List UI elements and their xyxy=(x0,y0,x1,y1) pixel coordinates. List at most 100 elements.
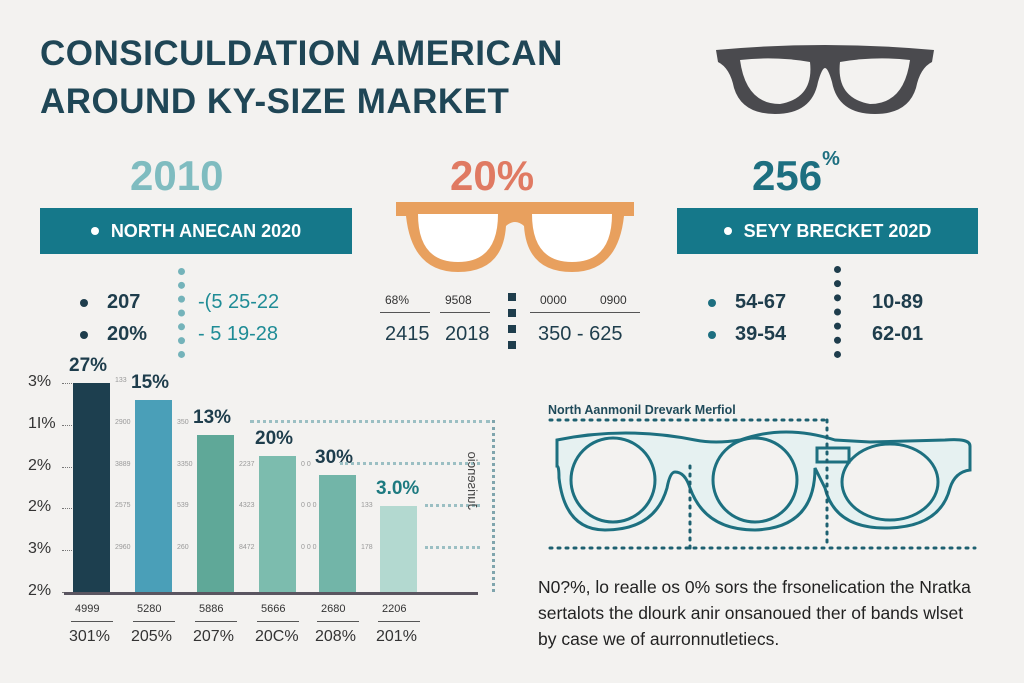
paragraph-line: by case we of aurronnutletiecs. xyxy=(538,629,780,649)
middle-headline-value: 20% xyxy=(450,152,535,199)
bar xyxy=(259,456,296,592)
grid-label: 0 0 0 xyxy=(301,544,317,552)
grid-line xyxy=(250,420,490,423)
bullet-icon xyxy=(708,331,716,339)
diagram-paragraph: N0?%, lo realle os 0% sors the frsonelic… xyxy=(538,574,971,652)
x-category-label: 2206 xyxy=(382,603,407,615)
paragraph-line: sertalots the dlourk anir onsanoued ther… xyxy=(538,603,964,623)
x-bottom-label: 20C% xyxy=(255,628,299,645)
grid-label: 2237 xyxy=(239,460,255,468)
left-headline: 2010 xyxy=(130,152,224,199)
bar-data-label: 20% xyxy=(255,428,294,450)
left-stat-2: 20% xyxy=(107,323,148,345)
bar xyxy=(135,399,172,592)
bar-data-label: 3.0% xyxy=(376,478,420,500)
percent-suffix: % xyxy=(822,148,840,170)
divider xyxy=(257,621,299,622)
bullet-icon xyxy=(90,227,99,235)
bar-data-label: 13% xyxy=(193,407,232,429)
bar xyxy=(319,474,356,592)
grid-label: 0 0 0 xyxy=(301,502,317,510)
bar xyxy=(197,435,234,592)
teal-glasses-diagram xyxy=(548,418,977,550)
y-tick-mark xyxy=(62,508,72,510)
grid-label: 350 xyxy=(177,418,189,426)
diagram-label: North Aanmonil Drevark Merfiol xyxy=(548,403,736,417)
left-banner: NORTH ANECAN 2020 xyxy=(40,208,352,254)
right-banner-label: SEYY BRECKET 202D xyxy=(743,220,932,241)
left-stat-1: 207 xyxy=(107,291,141,313)
square-divider xyxy=(508,293,516,349)
grid-label: 260 xyxy=(177,544,189,552)
grid-label: 3350 xyxy=(177,460,193,468)
middle-bottom-label-3: 350 - 625 xyxy=(538,323,623,345)
bar xyxy=(380,506,417,592)
grid-label: 2960 xyxy=(115,544,131,552)
bullet-icon xyxy=(80,331,88,339)
middle-top-label-4: 0900 xyxy=(600,293,627,307)
x-category-label: 4999 xyxy=(75,603,100,615)
grid-line xyxy=(425,546,480,549)
middle-bottom-label-2: 2018 xyxy=(445,323,490,345)
middle-top-label-2: 9508 xyxy=(445,293,472,307)
divider xyxy=(133,621,175,622)
title-line-2: AROUND KY-SIZE MARKET xyxy=(40,82,510,121)
y-tick-label: 3% xyxy=(28,540,52,558)
middle-bottom-label-1: 2415 xyxy=(385,323,430,345)
middle-top-label-1: 68% xyxy=(385,293,410,307)
bar-data-label: 27% xyxy=(69,355,108,376)
orange-glasses-icon xyxy=(396,202,634,272)
x-bottom-label: 201% xyxy=(376,628,417,645)
left-range-1: -(5 25-22 xyxy=(198,291,280,313)
paragraph-line: N0?%, lo realle os 0% sors the frsonelic… xyxy=(538,577,971,597)
bullet-icon xyxy=(723,227,732,235)
right-banner: SEYY BRECKET 202D xyxy=(677,208,978,254)
bar-chart: 3% 1I% 2% 2% 3% 2% 27% 4999 301% 15% 5280 205% 13% 58… xyxy=(28,355,495,645)
grid-label: 133 xyxy=(115,377,127,384)
grid-label: 2900 xyxy=(115,418,131,426)
dotted-divider xyxy=(178,268,185,358)
bar-data-label: 30% xyxy=(315,446,354,468)
y-tick-label: 2% xyxy=(28,456,52,474)
divider xyxy=(378,621,420,622)
right-headline-value: 256 xyxy=(752,152,823,199)
grid-line xyxy=(340,462,480,465)
bullet-icon xyxy=(708,299,716,307)
x-bottom-label: 301% xyxy=(69,628,110,645)
right-range-2: 39-54 xyxy=(735,323,787,345)
divider xyxy=(530,312,640,313)
divider xyxy=(71,621,113,622)
right-range-4: 62-01 xyxy=(872,323,924,345)
y-tick-mark xyxy=(62,550,72,552)
right-range-3: 10-89 xyxy=(872,291,924,313)
dotted-divider xyxy=(834,266,841,358)
y-tick-label: 3% xyxy=(28,373,52,390)
grid-label: 8472 xyxy=(239,544,255,552)
x-bottom-label: 208% xyxy=(315,628,356,645)
y-tick-mark xyxy=(62,424,72,426)
x-category-label: 5666 xyxy=(261,603,286,615)
x-category-label: 5886 xyxy=(199,603,224,615)
grid-label: 4323 xyxy=(239,502,255,510)
grid-label: 0 0 xyxy=(301,460,311,468)
grid-label: 3889 xyxy=(115,460,131,468)
grid-label: 2575 xyxy=(115,502,131,510)
vertical-dotted-line xyxy=(492,420,495,592)
x-category-label: 5280 xyxy=(137,603,162,615)
y-tick-label: 2% xyxy=(28,498,52,516)
side-label: Jurisencio xyxy=(465,451,480,510)
bar xyxy=(73,383,110,592)
grid-line xyxy=(425,504,480,507)
y-tick-mark xyxy=(62,466,72,468)
middle-headline: 20% xyxy=(450,152,534,200)
grid-label: 133 xyxy=(361,502,373,510)
dark-glasses-icon xyxy=(716,45,934,114)
bullet-icon xyxy=(80,299,88,307)
right-range-1: 54-67 xyxy=(735,291,787,313)
divider xyxy=(440,312,490,313)
middle-top-label-3: 0000 xyxy=(540,293,567,307)
y-tick-label: 2% xyxy=(28,582,52,599)
title-line-1: CONSICULDATION AMERICAN xyxy=(40,34,563,73)
grid-label: 178 xyxy=(361,544,373,552)
bar-data-label: 15% xyxy=(131,371,170,393)
